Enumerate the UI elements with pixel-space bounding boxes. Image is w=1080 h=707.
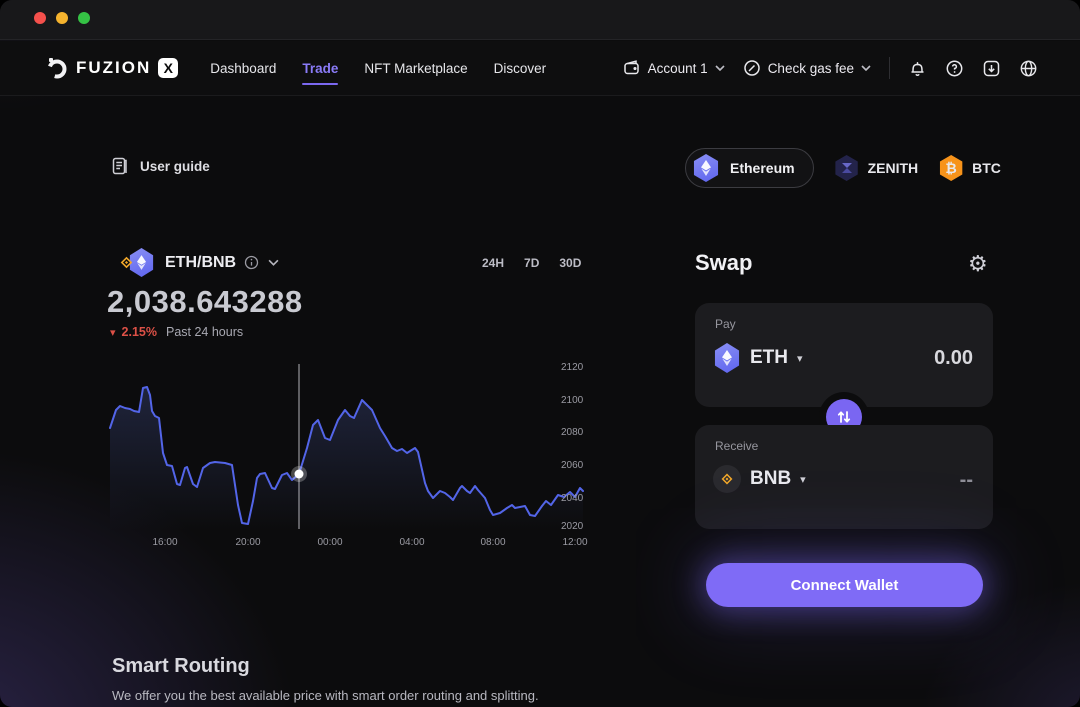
- btc-icon: ₿: [939, 155, 963, 181]
- user-guide-link[interactable]: User guide: [110, 156, 210, 176]
- x-axis-tick: 04:00: [399, 537, 425, 548]
- globe-icon: [1019, 59, 1038, 78]
- smart-routing-description: We offer you the best available price wi…: [112, 688, 539, 703]
- ethereum-icon: [693, 154, 719, 182]
- brand-wordmark: FUZION: [76, 58, 152, 77]
- pay-token-select[interactable]: ETH ▾: [713, 343, 803, 373]
- brand-x-badge: X: [158, 58, 179, 78]
- triangle-down-icon: ▾: [800, 473, 806, 486]
- gear-icon: ⚙: [968, 251, 988, 276]
- price-change: ▾ 2.15% Past 24 hours: [110, 325, 243, 339]
- change-percent: 2.15%: [121, 325, 157, 339]
- pay-amount[interactable]: 0.00: [934, 347, 973, 369]
- window-zoom-button[interactable]: [78, 12, 90, 24]
- triangle-down-icon: ▾: [110, 326, 116, 339]
- nav-link-trade[interactable]: Trade: [302, 60, 339, 85]
- top-navbar: FUZION X Dashboard Trade NFT Marketplace…: [0, 41, 1080, 96]
- network-ethereum[interactable]: Ethereum: [685, 148, 814, 188]
- y-axis-tick: 2080: [561, 427, 584, 438]
- pay-card: Pay ETH ▾ 0.00: [695, 303, 993, 407]
- swap-settings-button[interactable]: ⚙: [968, 251, 988, 277]
- y-axis-tick: 2120: [561, 362, 584, 373]
- bell-icon: [908, 59, 927, 78]
- info-icon: [244, 255, 259, 270]
- eth-icon: [129, 248, 154, 277]
- x-axis-tick: 08:00: [480, 537, 506, 548]
- connect-wallet-button[interactable]: Connect Wallet: [706, 563, 983, 607]
- nav-link-dashboard[interactable]: Dashboard: [210, 60, 277, 76]
- y-axis-tick: 2040: [561, 493, 584, 504]
- receive-token-select[interactable]: BNB ▾: [713, 465, 806, 493]
- receive-token-symbol: BNB: [750, 468, 792, 489]
- price-area: [110, 387, 583, 530]
- network-selector: Ethereum ZENITH ₿ BTC: [685, 148, 1001, 188]
- receive-card: Receive BNB ▾ --: [695, 425, 993, 529]
- nav-divider: [889, 57, 890, 79]
- nav-links: Dashboard Trade NFT Marketplace Discover: [210, 60, 547, 85]
- timeframe-switch: 24H 7D 30D: [482, 256, 581, 270]
- receive-label: Receive: [715, 439, 759, 453]
- nav-link-discover[interactable]: Discover: [493, 60, 547, 76]
- document-icon: [110, 156, 130, 176]
- chevron-down-icon: [861, 65, 871, 71]
- gauge-icon: [743, 59, 761, 77]
- window-close-button[interactable]: [34, 12, 46, 24]
- x-axis-tick: 00:00: [317, 537, 343, 548]
- x-axis-tick: 12:00: [562, 537, 588, 548]
- timeframe-24h[interactable]: 24H: [482, 256, 505, 270]
- account-label: Account 1: [647, 60, 708, 76]
- window-minimize-button[interactable]: [56, 12, 68, 24]
- brand-logo[interactable]: FUZION X: [45, 56, 179, 80]
- price-chart[interactable]: [108, 358, 586, 532]
- network-btc-label: BTC: [972, 160, 1001, 176]
- pair-label: ETH/BNB: [165, 253, 237, 271]
- y-axis-tick: 2060: [561, 460, 584, 471]
- connect-wallet-label: Connect Wallet: [790, 576, 899, 594]
- brand-mark-icon: [45, 56, 69, 80]
- window-titlebar: [0, 0, 1080, 40]
- network-zenith-label: ZENITH: [867, 160, 919, 176]
- user-guide-label: User guide: [140, 158, 210, 174]
- pair-price: 2,038.643288: [107, 284, 303, 319]
- chevron-down-icon: [715, 65, 725, 71]
- timeframe-30d[interactable]: 30D: [559, 256, 582, 270]
- network-ethereum-label: Ethereum: [730, 160, 795, 176]
- smart-routing-title: Smart Routing: [112, 655, 250, 677]
- download-icon: [982, 59, 1001, 78]
- eth-icon: [714, 343, 740, 373]
- triangle-down-icon: ▾: [797, 352, 803, 365]
- zenith-icon: [835, 155, 858, 181]
- network-btc[interactable]: ₿ BTC: [938, 155, 1001, 181]
- bnb-icon: [713, 465, 741, 493]
- help-button[interactable]: [945, 59, 964, 78]
- account-dropdown[interactable]: Account 1: [623, 59, 725, 77]
- gas-fee-label: Check gas fee: [767, 60, 854, 76]
- language-button[interactable]: [1019, 59, 1038, 78]
- x-axis-tick: 16:00: [152, 537, 178, 548]
- pay-label: Pay: [715, 317, 736, 331]
- y-axis-tick: 2020: [561, 521, 584, 532]
- nav-link-nft-marketplace[interactable]: NFT Marketplace: [364, 60, 468, 76]
- timeframe-7d[interactable]: 7D: [524, 256, 540, 270]
- change-period: Past 24 hours: [165, 325, 244, 339]
- crosshair-dot: [294, 469, 304, 479]
- nav-right-controls: Account 1 Check gas fee: [623, 57, 1038, 79]
- bnb-icon: [118, 254, 135, 271]
- wallet-icon: [623, 59, 641, 77]
- pair-selector[interactable]: ETH/BNB: [118, 248, 279, 277]
- notifications-button[interactable]: [908, 59, 927, 78]
- price-line: [109, 386, 584, 525]
- chevron-down-icon: [268, 259, 279, 266]
- swap-arrows-icon: [836, 409, 852, 425]
- pay-token-symbol: ETH: [750, 347, 788, 368]
- swap-title: Swap: [695, 250, 753, 275]
- question-circle-icon: [945, 59, 964, 78]
- x-axis-tick: 20:00: [235, 537, 261, 548]
- y-axis-tick: 2100: [561, 395, 584, 406]
- install-app-button[interactable]: [982, 59, 1001, 78]
- network-zenith[interactable]: ZENITH: [834, 155, 919, 181]
- receive-amount: --: [959, 469, 973, 491]
- gas-fee-dropdown[interactable]: Check gas fee: [743, 59, 871, 77]
